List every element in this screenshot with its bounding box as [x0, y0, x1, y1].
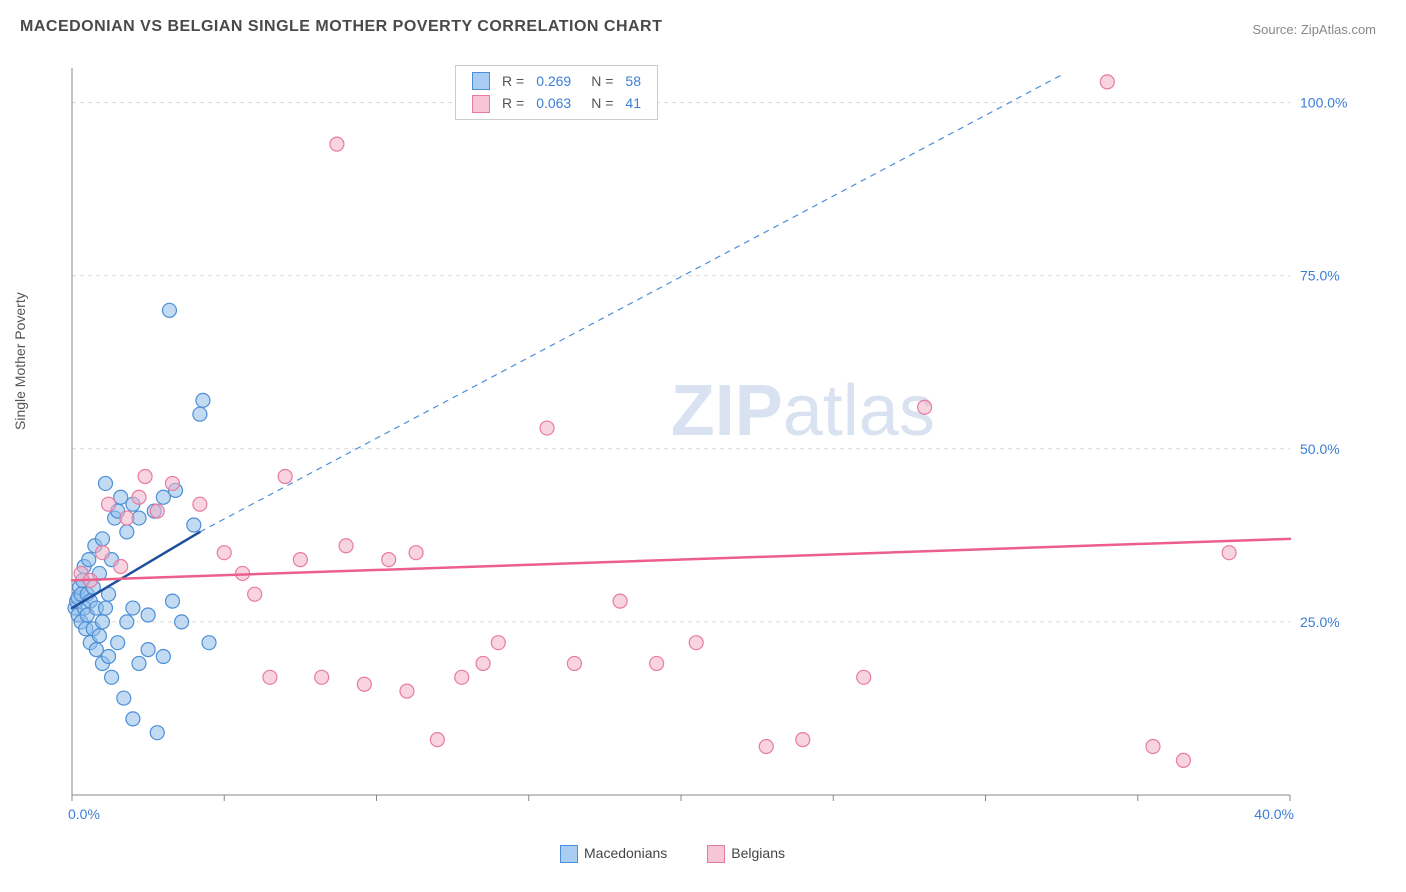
- legend-swatch: [472, 72, 490, 90]
- legend-swatch: [707, 845, 725, 863]
- r-value: 0.269: [530, 70, 577, 92]
- svg-text:ZIPatlas: ZIPatlas: [671, 371, 935, 451]
- legend-row: R =0.063N =41: [466, 92, 647, 114]
- legend-item: Macedonians: [560, 845, 667, 863]
- svg-text:40.0%: 40.0%: [1254, 806, 1294, 822]
- legend-label: Macedonians: [584, 845, 667, 861]
- r-value: 0.063: [530, 92, 577, 114]
- correlation-legend: R =0.269N =58R =0.063N =41: [455, 65, 658, 120]
- y-axis-label: Single Mother Poverty: [12, 292, 28, 430]
- series-legend: Macedonians Belgians: [560, 845, 825, 863]
- chart-container: MACEDONIAN VS BELGIAN SINGLE MOTHER POVE…: [0, 0, 1406, 892]
- r-label: R =: [496, 92, 530, 114]
- svg-text:100.0%: 100.0%: [1300, 95, 1347, 111]
- legend-row: R =0.269N =58: [466, 70, 647, 92]
- n-label: N =: [577, 70, 619, 92]
- legend-swatch: [560, 845, 578, 863]
- svg-text:0.0%: 0.0%: [68, 806, 100, 822]
- source-label: Source: ZipAtlas.com: [1252, 22, 1376, 37]
- legend-swatch: [472, 95, 490, 113]
- n-value: 41: [619, 92, 647, 114]
- legend-label: Belgians: [731, 845, 785, 861]
- svg-text:75.0%: 75.0%: [1300, 268, 1340, 284]
- legend-item: Belgians: [707, 845, 785, 863]
- r-label: R =: [496, 70, 530, 92]
- n-value: 58: [619, 70, 647, 92]
- svg-text:25.0%: 25.0%: [1300, 614, 1340, 630]
- svg-text:50.0%: 50.0%: [1300, 441, 1340, 457]
- scatter-plot: ZIPatlas 25.0% 50.0% 75.0% 100.0% 0.0% 40.0%: [60, 60, 1360, 825]
- chart-title: MACEDONIAN VS BELGIAN SINGLE MOTHER POVE…: [20, 18, 662, 36]
- n-label: N =: [577, 92, 619, 114]
